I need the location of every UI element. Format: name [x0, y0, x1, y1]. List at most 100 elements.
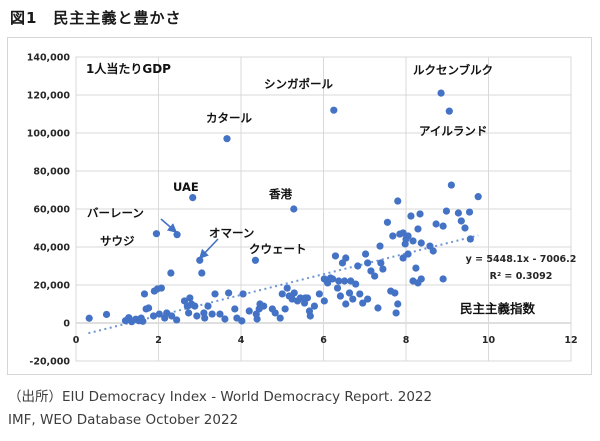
scatter-point: [416, 210, 424, 218]
scatter-point: [251, 256, 260, 264]
scatter-point: [389, 232, 397, 240]
scatter-point: [352, 280, 360, 288]
scatter-point: [253, 315, 261, 323]
scatter-point: [399, 254, 407, 262]
scatter-point: [201, 314, 209, 322]
scatter-point: [392, 309, 400, 317]
scatter-point: [457, 217, 465, 225]
scatter-point: [379, 265, 387, 273]
scatter-point: [296, 294, 304, 302]
scatter-point: [407, 212, 415, 220]
y-tick-label: 120,000: [27, 91, 71, 102]
scatter-point: [437, 89, 445, 97]
scatter-point: [345, 289, 354, 297]
scatter-point: [173, 231, 181, 239]
annotation-label: 1人当たりGDP: [86, 62, 171, 76]
scatter-point: [85, 314, 93, 322]
scatter-point: [271, 309, 279, 317]
scatter-point: [221, 315, 229, 323]
scatter-point: [173, 316, 181, 324]
scatter-point: [303, 294, 312, 302]
scatter-point: [439, 275, 447, 283]
scatter-point: [283, 284, 291, 292]
scatter-point: [333, 284, 342, 292]
scatter-point: [404, 250, 412, 258]
source-line-1: （出所）EIU Democracy Index - World Democrac…: [8, 389, 433, 405]
x-tick-label: 10: [482, 335, 496, 346]
scatter-point: [364, 259, 372, 267]
x-tick-label: 12: [564, 335, 577, 346]
x-tick-label: 2: [155, 335, 162, 346]
y-tick-label: 40,000: [33, 243, 70, 254]
scatter-point: [223, 135, 231, 143]
scatter-point: [364, 295, 372, 303]
scatter-point: [328, 275, 337, 283]
annotation-label: アイルランド: [419, 124, 488, 138]
scatter-point: [377, 259, 385, 267]
scatter-point: [193, 312, 201, 320]
scatter-point: [310, 302, 319, 310]
annotation-label: カタール: [206, 111, 252, 125]
scatter-point: [198, 269, 206, 277]
scatter-point: [394, 197, 402, 205]
scatter-point: [152, 230, 161, 238]
scatter-point: [374, 304, 382, 312]
scatter-point: [191, 302, 199, 310]
y-tick-label: 20,000: [33, 281, 70, 292]
scatter-point: [342, 254, 350, 262]
scatter-point: [290, 205, 298, 213]
scatter-point: [447, 181, 455, 189]
scatter-point: [239, 290, 247, 298]
scatter-point: [442, 207, 451, 215]
annotation-label: ルクセンブルク: [413, 63, 494, 77]
scatter-point: [336, 292, 345, 300]
y-tick-label: -20,000: [29, 357, 70, 368]
chart-frame: -20,000 0 20,000 40,000 60,000 80,000 100,000 1…: [7, 37, 592, 375]
scatter-point: [168, 312, 176, 320]
scatter-point: [356, 290, 364, 298]
y-tick-label: 140,000: [27, 53, 71, 64]
scatter-point: [394, 300, 402, 308]
scatter-point: [167, 269, 175, 277]
scatter-point: [429, 247, 437, 255]
scatter-point: [361, 250, 370, 258]
plot-border: [75, 56, 572, 362]
scatter-point: [359, 299, 367, 307]
scatter-point: [383, 218, 392, 226]
scatter-point: [454, 209, 462, 217]
annotation-label: オマーン: [209, 226, 255, 240]
scatter-point: [342, 300, 350, 308]
scatter-point: [371, 272, 379, 280]
scatter-point: [340, 277, 349, 285]
scatter-point: [376, 242, 384, 250]
scatter-point: [225, 289, 233, 297]
y-tick-label: 0: [63, 319, 70, 330]
annotation-label: クウェート: [249, 242, 307, 256]
scatter-point: [331, 252, 340, 260]
scatter-point: [102, 310, 111, 319]
x-tick-label: 0: [73, 335, 80, 346]
figure-title: 図1 民主主義と豊かさ: [10, 9, 182, 27]
trendline-r-squared: R² = 0.3092: [489, 271, 553, 282]
y-tick-label: 60,000: [33, 205, 70, 216]
scatter-point: [404, 232, 412, 240]
scatter-point: [439, 222, 447, 230]
scatter-point: [145, 304, 153, 312]
scatter-point: [367, 267, 375, 275]
scatter-point: [278, 290, 286, 298]
scatter-point: [461, 224, 469, 232]
scatter-point: [290, 289, 298, 297]
annotation-arrow: [160, 218, 178, 234]
scatter-point: [414, 225, 422, 233]
scatter-point: [185, 309, 193, 317]
scatter-point: [186, 294, 194, 302]
source-line-2: IMF, WEO Database October 2022: [8, 412, 239, 428]
scatter-point: [155, 310, 163, 318]
annotation-label: UAE: [173, 180, 199, 194]
scatter-point: [211, 290, 219, 298]
scatter-point: [149, 312, 158, 320]
scatter-point: [412, 264, 420, 272]
annotation-label: シンガポール: [264, 77, 333, 91]
scatter-point: [474, 193, 482, 201]
scatter-point: [391, 289, 399, 297]
